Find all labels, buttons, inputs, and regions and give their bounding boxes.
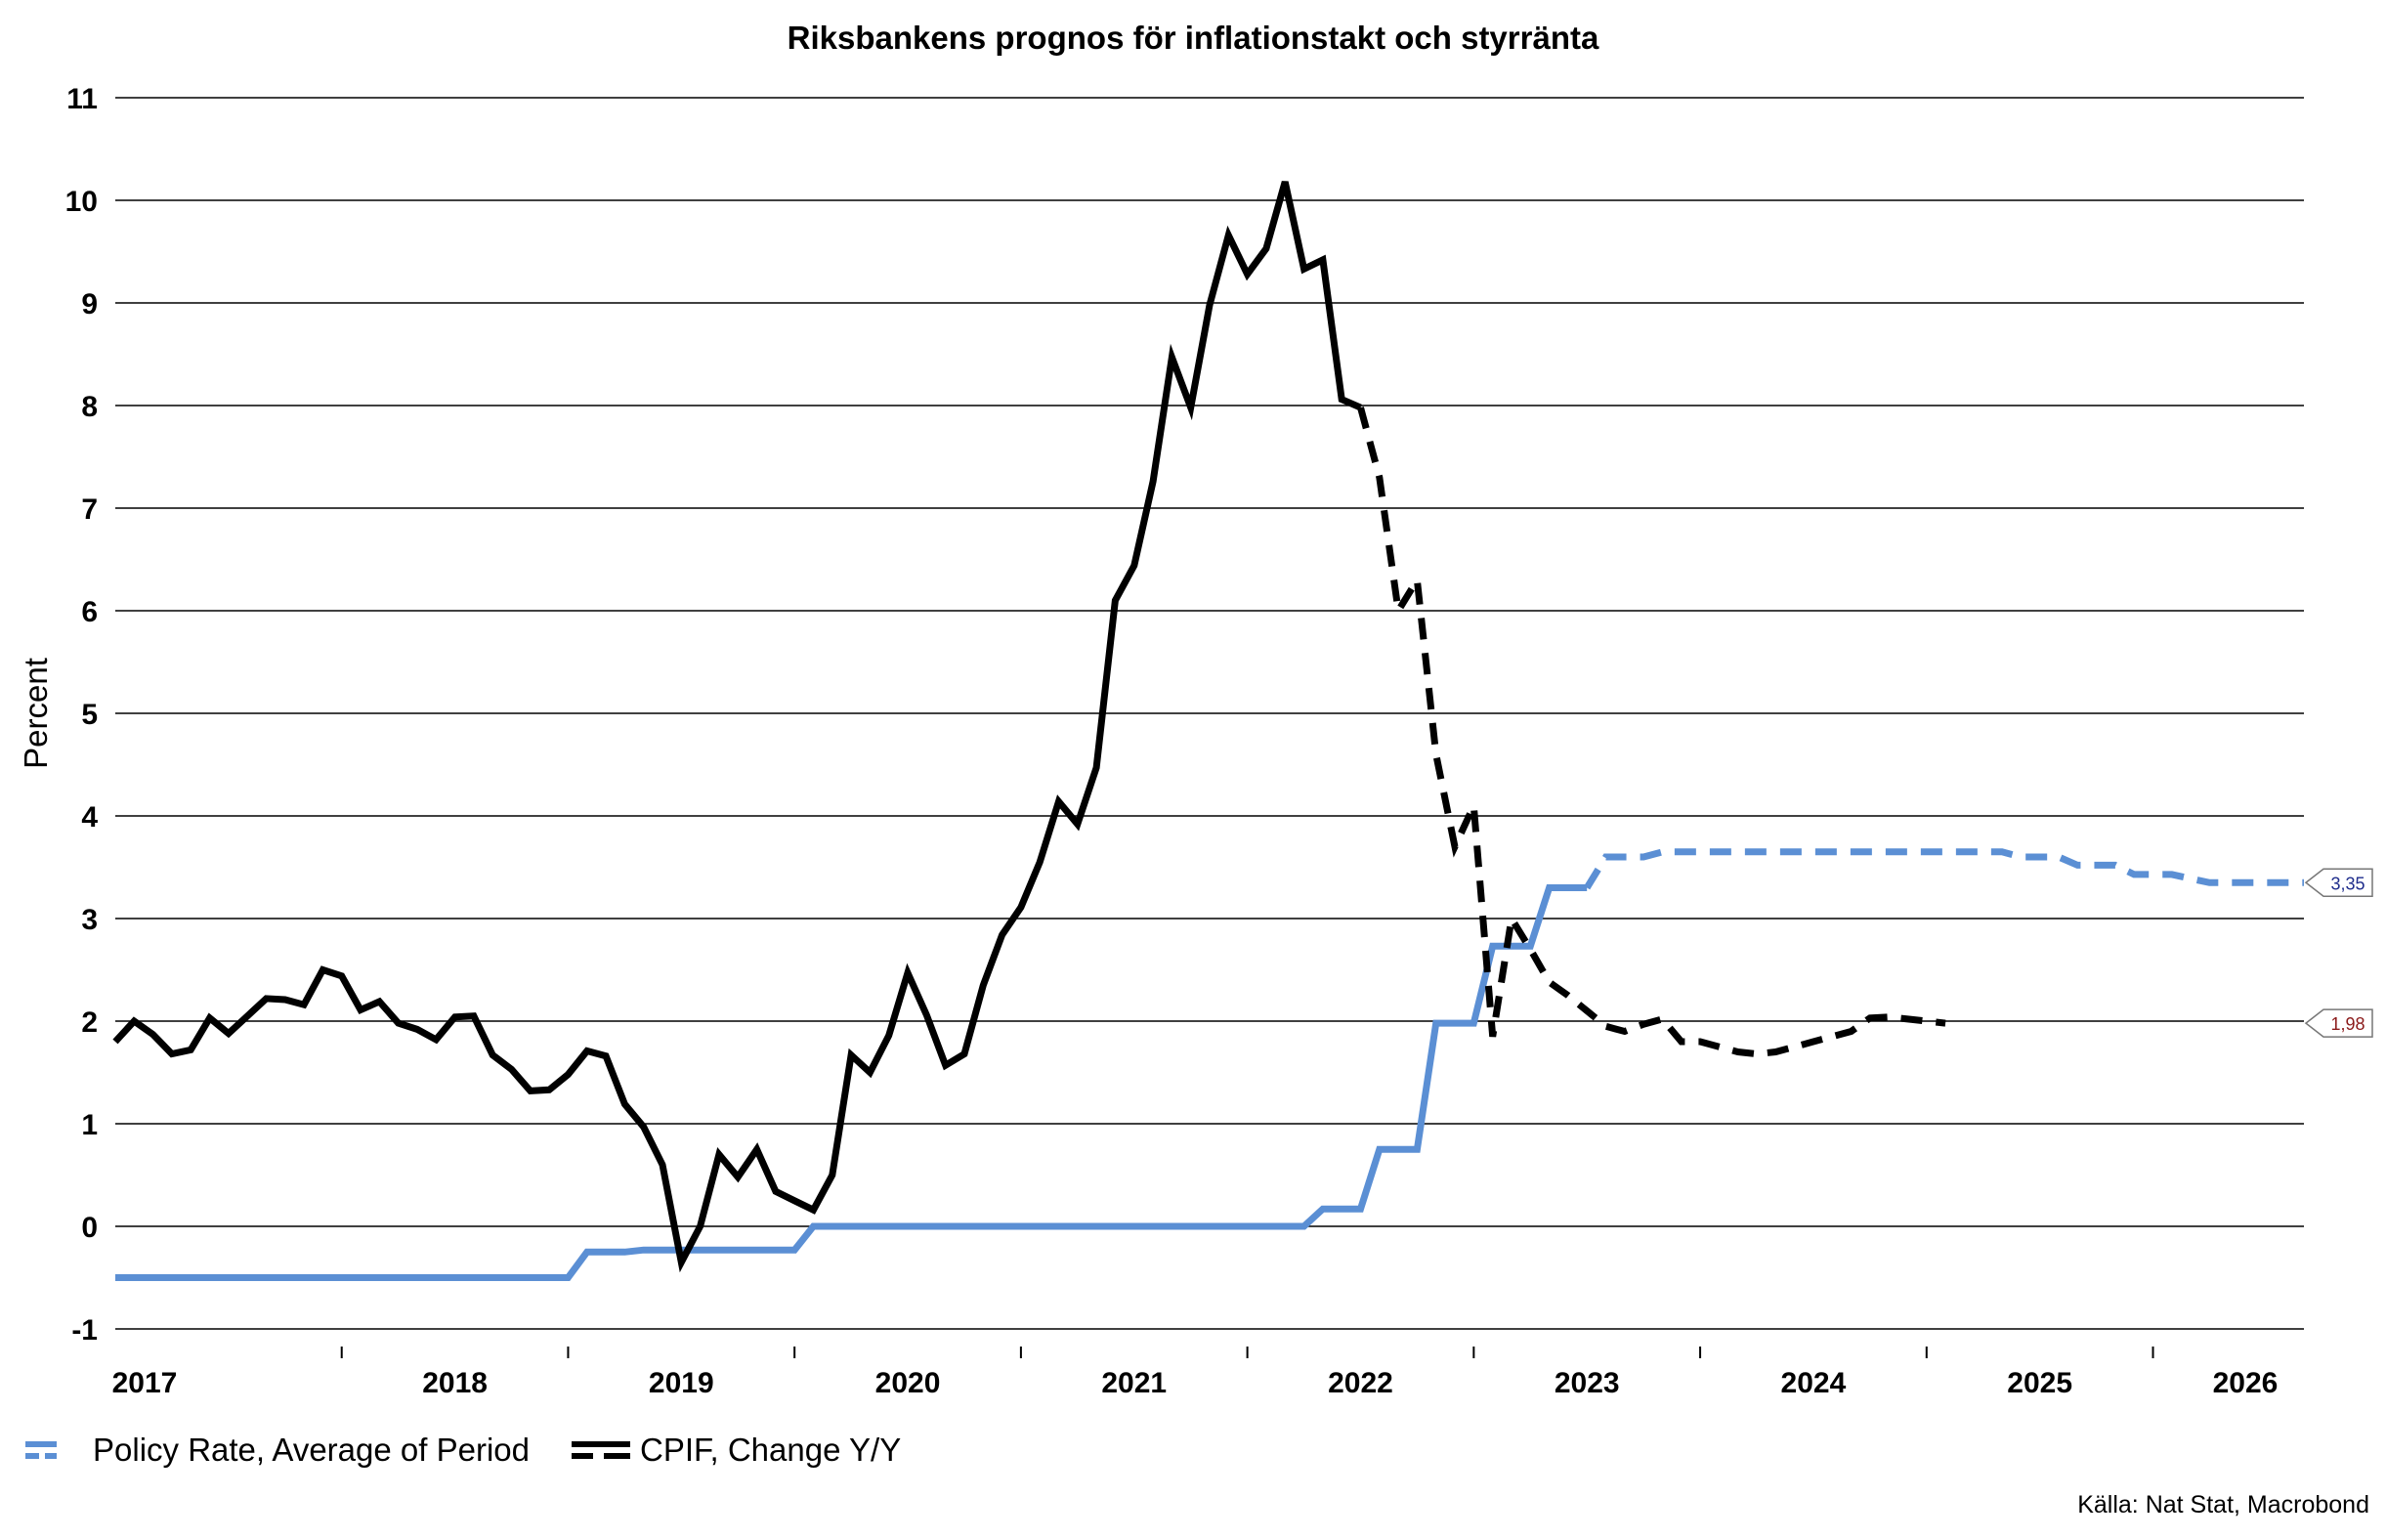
y-tick-label: 3: [81, 904, 98, 936]
y-tick-label: 6: [81, 596, 98, 628]
y-tick-label: 7: [81, 493, 98, 526]
end-tag-value: 1,98: [2330, 1014, 2365, 1034]
x-tick-label: 2026: [2213, 1367, 2279, 1399]
chart-title: Riksbankens prognos för inflationstakt o…: [788, 20, 1599, 56]
end-tag-box: [2304, 868, 2373, 897]
end-tag-value: 3,35: [2330, 874, 2365, 893]
end-tag-cpif: 1,98: [2304, 1008, 2373, 1038]
y-tick-label: 5: [81, 699, 98, 731]
legend-label-policy-rate: Policy Rate, Average of Period: [93, 1432, 530, 1468]
legend: Policy Rate, Average of Period CPIF, Cha…: [25, 1432, 901, 1468]
line-policy-rate-actual: [115, 884, 1588, 1281]
x-tick-label: 2023: [1555, 1367, 1620, 1399]
y-tick-labels: -1 0 1 2 3 4 5 6 7 8 9 10 11: [65, 83, 99, 1347]
legend-label-cpif: CPIF, Change Y/Y: [640, 1432, 901, 1468]
x-axis: 2017 2018 2019 2020 2021 2022 2023 2024 2025 2026: [112, 1347, 2279, 1399]
line-cpif-actual: [112, 181, 1362, 1273]
y-tick-label: 10: [65, 186, 98, 218]
y-tick-label: -1: [71, 1314, 98, 1347]
end-tag-box: [2304, 1008, 2373, 1038]
x-tick-label: 2024: [1781, 1367, 1847, 1399]
x-tick-label: 2020: [875, 1367, 941, 1399]
y-tick-label: 9: [81, 288, 98, 321]
x-tick-label: 2022: [1328, 1367, 1393, 1399]
legend-item-cpif: CPIF, Change Y/Y: [572, 1432, 901, 1468]
y-tick-label: 1: [81, 1109, 98, 1141]
y-tick-label: 11: [66, 83, 98, 115]
y-tick-label: 0: [81, 1212, 98, 1244]
x-tick-label: 2019: [649, 1367, 714, 1399]
x-tick-label: 2018: [422, 1367, 488, 1399]
end-value-tags: 3,35 1,98: [2304, 868, 2373, 1038]
y-tick-label: 2: [81, 1006, 98, 1039]
gridlines: [115, 97, 2304, 1330]
y-axis-label: Percent: [18, 658, 54, 769]
y-tick-label: 4: [81, 801, 98, 834]
y-tick-label: 8: [81, 391, 98, 423]
x-tick-label: 2021: [1101, 1367, 1167, 1399]
series-lines: [112, 181, 2304, 1281]
line-policy-rate-forecast: [1584, 848, 2304, 890]
legend-item-policy-rate: Policy Rate, Average of Period: [25, 1432, 530, 1468]
x-tick-label: 2025: [2007, 1367, 2072, 1399]
line-cpif-forecast: [1357, 406, 1946, 1058]
x-tick-label: 2017: [112, 1367, 178, 1399]
end-tag-policy-rate: 3,35: [2304, 868, 2373, 897]
source-note: Källa: Nat Stat, Macrobond: [2077, 1491, 2369, 1519]
